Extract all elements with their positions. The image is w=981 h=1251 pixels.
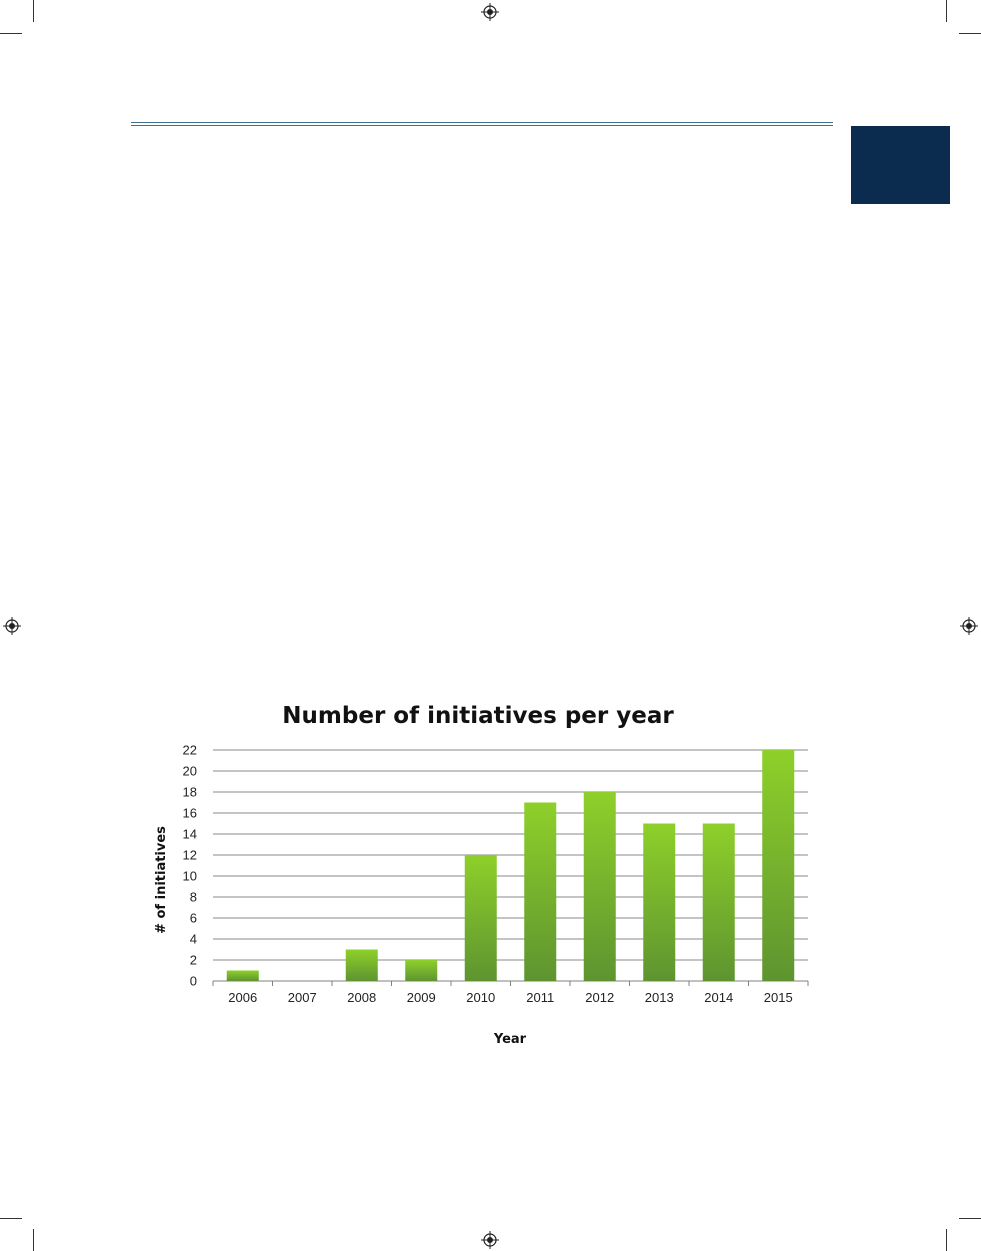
y-tick-label: 0	[190, 974, 197, 989]
x-tick-label: 2011	[526, 990, 554, 1005]
bar-2013	[643, 823, 676, 981]
chapter-tab	[851, 126, 950, 204]
y-axis-ticks: 0 2 4 6 8 10 12 14 16 18 20 22	[183, 743, 197, 989]
bar-chart: Number of initiatives per year 0 2 4 6 8 10 12…	[154, 703, 809, 1047]
x-tick-label: 2006	[228, 990, 257, 1005]
x-tick-label: 2015	[764, 990, 793, 1005]
x-tick-label: 2008	[347, 990, 376, 1005]
crop-mark-bottom-left-v	[33, 1229, 34, 1251]
crop-mark-top-right-h	[959, 33, 981, 34]
crop-mark-bottom-left-h	[0, 1218, 22, 1219]
y-tick-label: 22	[183, 743, 197, 758]
bar-2014	[702, 823, 735, 981]
bar-2011	[524, 802, 557, 981]
crop-mark-bottom-right-v	[946, 1229, 947, 1251]
bar-2012	[583, 792, 616, 981]
chart-title: Number of initiatives per year	[282, 703, 674, 729]
y-tick-label: 2	[190, 953, 197, 968]
x-tick-label: 2014	[704, 990, 733, 1005]
y-tick-label: 16	[183, 806, 197, 821]
x-tick-label: 2010	[466, 990, 495, 1005]
bar-2009	[405, 960, 438, 981]
registration-mark-top-icon	[481, 3, 499, 21]
bar-2008	[345, 949, 378, 981]
x-tick-label: 2007	[288, 990, 317, 1005]
crop-mark-top-right-v	[946, 0, 947, 22]
registration-mark-bottom-icon	[481, 1231, 499, 1249]
x-tick-label: 2013	[645, 990, 674, 1005]
y-axis-title: # of initiatives	[154, 826, 169, 934]
bar-2006	[226, 970, 259, 981]
y-tick-label: 12	[183, 848, 197, 863]
y-tick-label: 6	[190, 911, 197, 926]
y-tick-label: 8	[190, 890, 197, 905]
crop-mark-top-left-h	[0, 33, 22, 34]
y-tick-label: 20	[183, 764, 197, 779]
registration-mark-right-icon	[960, 617, 978, 635]
x-tick-label: 2012	[585, 990, 614, 1005]
bar-2010	[464, 855, 497, 981]
y-tick-label: 14	[183, 827, 197, 842]
x-tick-label: 2009	[407, 990, 436, 1005]
crop-mark-bottom-right-h	[959, 1218, 981, 1219]
x-axis-ticks: 2006 2007 2008 2009 2010 2011 2012 2013 2014 2015	[212, 981, 809, 1005]
header-rule-top	[131, 122, 833, 123]
y-tick-label: 18	[183, 785, 197, 800]
y-tick-label: 10	[183, 869, 197, 884]
y-tick-label: 4	[190, 932, 197, 947]
crop-mark-top-left-v	[33, 0, 34, 22]
x-axis-title: Year	[493, 1032, 527, 1047]
bar-2015	[762, 750, 795, 981]
registration-mark-left-icon	[3, 617, 21, 635]
header-rule-bottom	[131, 125, 833, 126]
bars	[226, 750, 795, 981]
